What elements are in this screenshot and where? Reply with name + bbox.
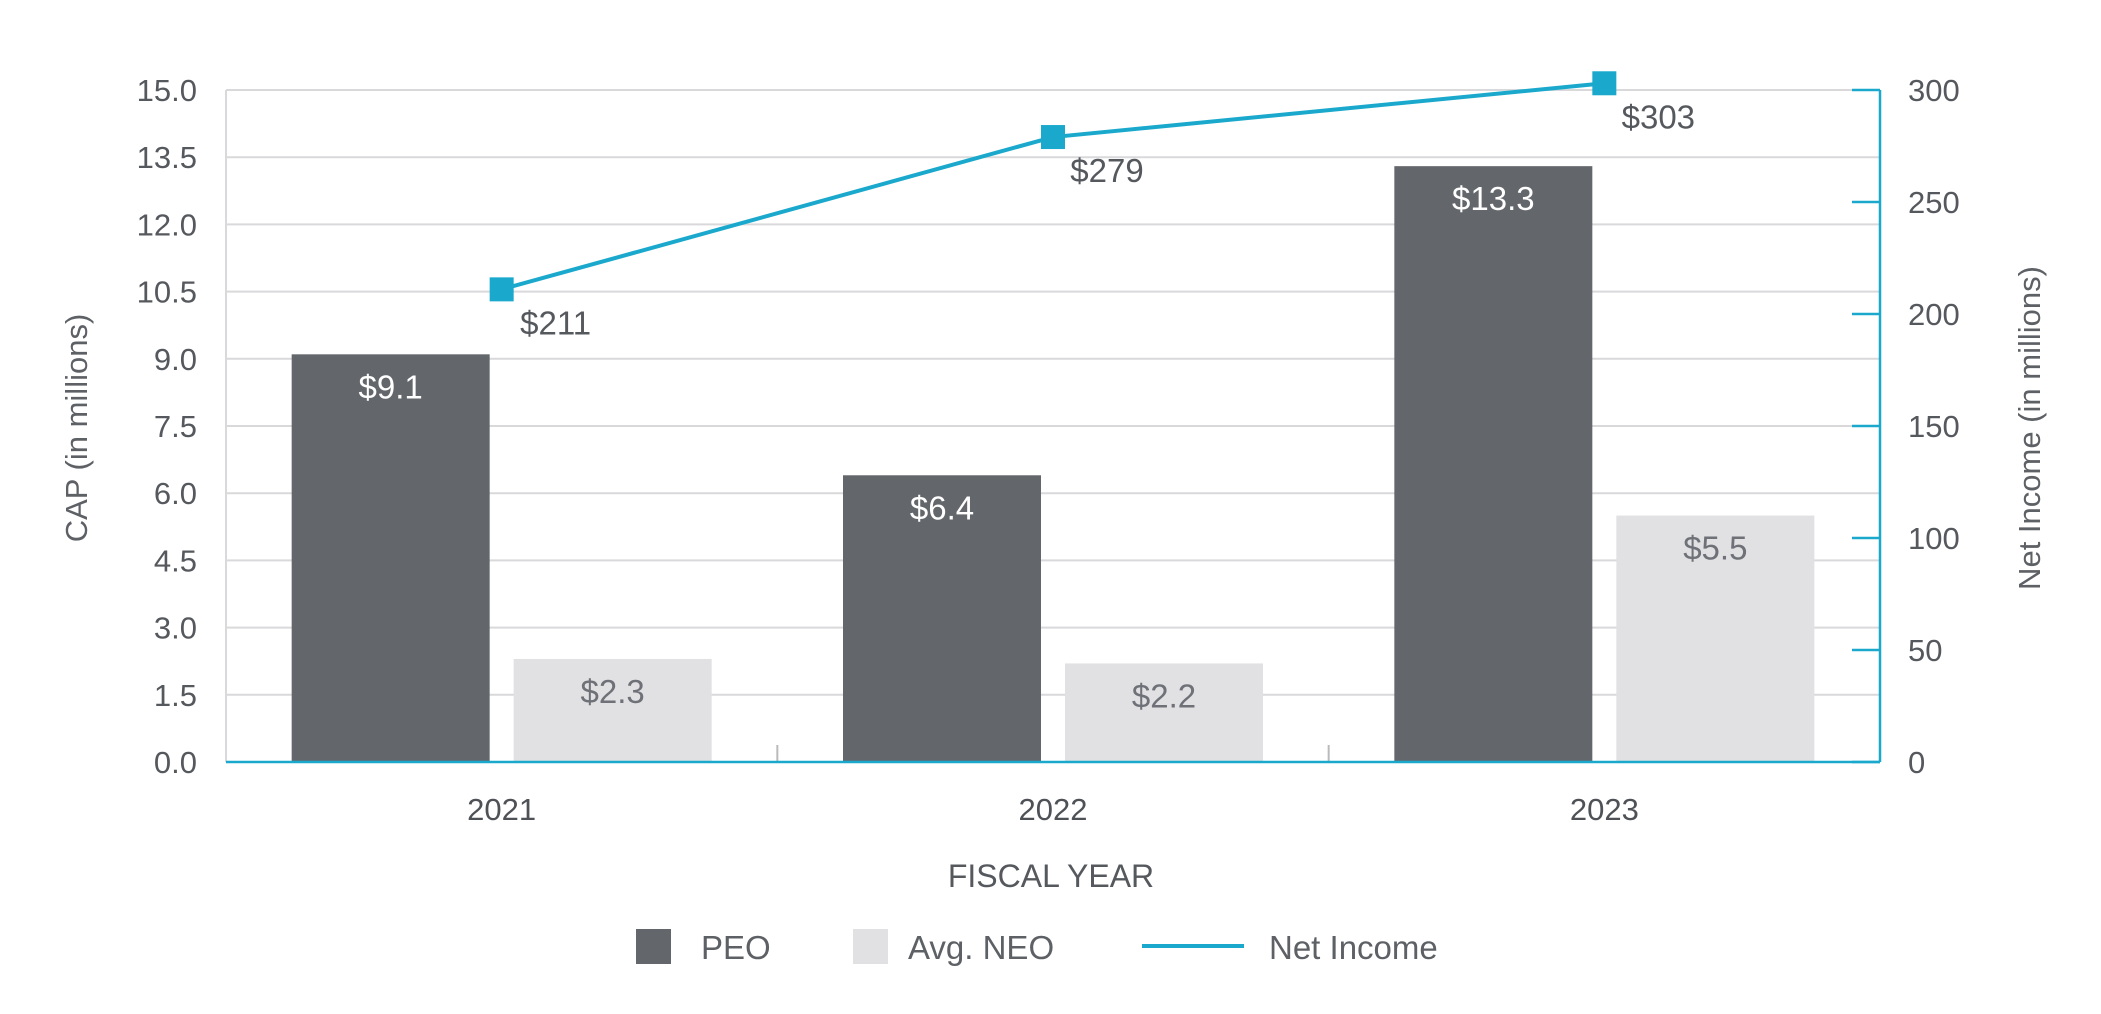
y2-tick-label: 100 — [1908, 521, 1960, 556]
net-income-marker-2022 — [1041, 125, 1065, 150]
y-tick-label: 6.0 — [154, 476, 197, 511]
x-tick-label: 2023 — [1570, 792, 1639, 827]
bars — [291, 166, 1815, 762]
bar-avg-neo-2022 — [1065, 663, 1263, 762]
x-tick-label: 2021 — [467, 792, 536, 827]
net-income-marker-2023 — [1592, 71, 1617, 96]
y2-tick-label: 150 — [1908, 409, 1960, 444]
data-label-avg-neo: $2.3 — [581, 673, 645, 710]
net-income-marker-2021 — [489, 277, 514, 302]
x-tick-label: 2022 — [1019, 792, 1088, 827]
y-tick-label: 0.0 — [154, 745, 197, 780]
bar-avg-neo-2023 — [1616, 515, 1815, 762]
y2-tick-label: 300 — [1908, 73, 1960, 108]
y-tick-label: 12.0 — [137, 207, 197, 242]
data-label-net-income: $303 — [1622, 98, 1695, 135]
bar-peo-2022 — [843, 475, 1041, 762]
legend-label-net-income: Net Income — [1269, 929, 1438, 966]
data-label-peo: $6.4 — [910, 489, 974, 526]
y-tick-label: 1.5 — [154, 678, 197, 713]
y2-tick-label: 0 — [1908, 745, 1925, 780]
y-axis-title: CAP (in millions) — [59, 314, 94, 543]
data-label-net-income: $279 — [1070, 152, 1143, 189]
bar-peo-2023 — [1394, 166, 1593, 762]
y-tick-label: 7.5 — [154, 409, 197, 444]
y-tick-label: 4.5 — [154, 543, 197, 578]
y-tick-label: 9.0 — [154, 342, 197, 377]
bar-peo-2021 — [291, 354, 490, 762]
y-tick-label: 15.0 — [137, 73, 197, 108]
y-tick-label: 13.5 — [137, 140, 197, 175]
data-label-avg-neo: $5.5 — [1683, 530, 1747, 567]
legend: PEO Avg. NEO Net Income — [636, 929, 1438, 966]
y2-axis-title: Net Income (in millions) — [2012, 266, 2047, 590]
x-axis-title: FISCAL YEAR — [948, 858, 1154, 894]
axes: 0.0 1.5 3.0 4.5 6.0 7.5 9.0 10.5 12.0 13.5 15.0 0 50… — [137, 73, 1960, 827]
y2-tick-label: 250 — [1908, 185, 1960, 220]
data-label-avg-neo: $2.2 — [1132, 677, 1196, 714]
legend-label-peo: PEO — [701, 929, 771, 966]
data-labels: $9.1 $2.3 $6.4 $2.2 $13.3 $5.5 $211 $279 $303 — [359, 98, 1748, 714]
legend-swatch-peo — [636, 929, 671, 964]
data-label-peo: $13.3 — [1452, 180, 1535, 217]
net-income-series — [489, 71, 1617, 302]
data-label-peo: $9.1 — [359, 368, 423, 405]
y2-tick-label: 50 — [1908, 633, 1942, 668]
y-tick-label: 10.5 — [137, 275, 197, 310]
bar-avg-neo-2021 — [513, 658, 712, 762]
data-label-net-income: $211 — [520, 304, 591, 341]
y2-tick-label: 200 — [1908, 297, 1960, 332]
legend-swatch-avg-neo — [853, 929, 888, 964]
y-tick-label: 3.0 — [154, 611, 197, 646]
legend-label-avg-neo: Avg. NEO — [908, 929, 1054, 966]
